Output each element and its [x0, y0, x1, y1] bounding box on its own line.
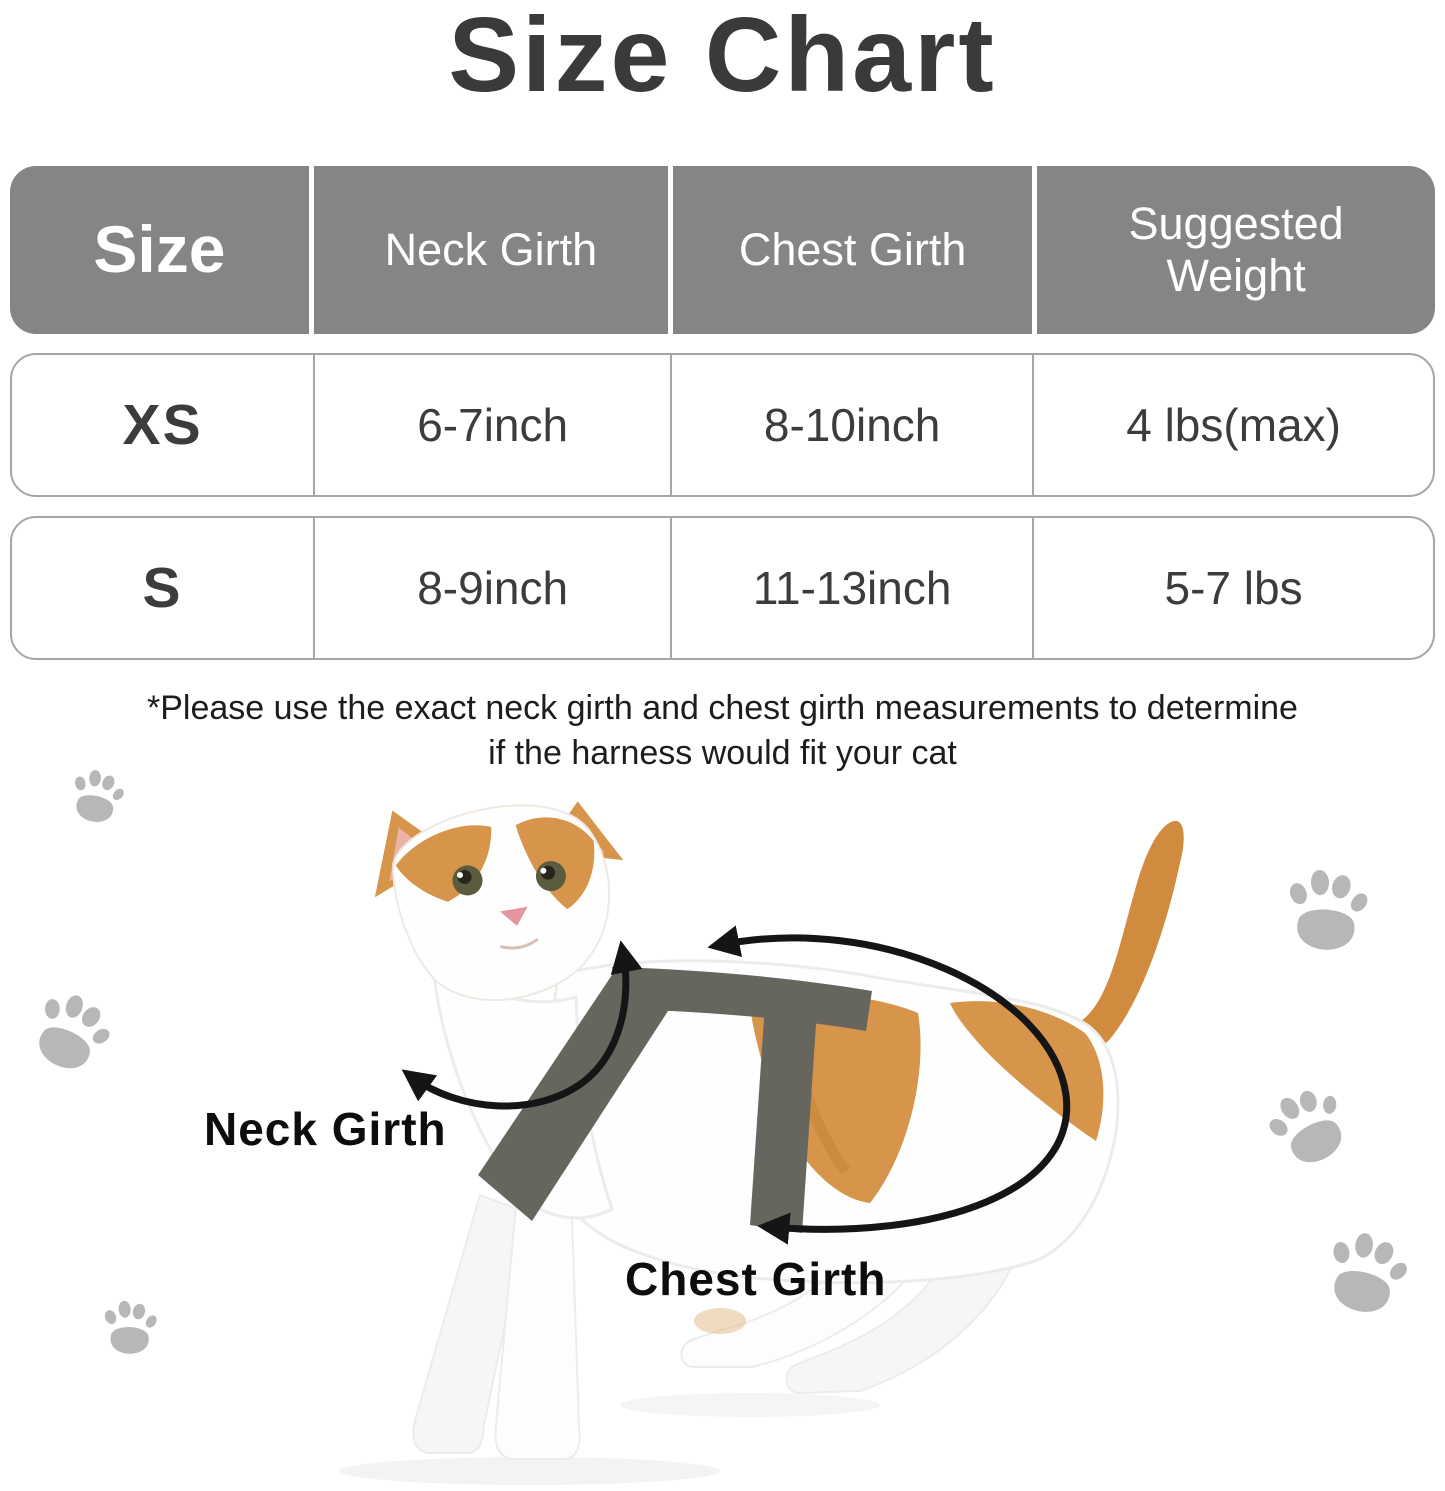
chest-girth-label: Chest Girth [625, 1253, 887, 1305]
cat-nose [499, 906, 528, 926]
header-label: Suggested Weight [1128, 198, 1344, 301]
cat-harness-illustration [340, 801, 1184, 1485]
cell-suggested-weight: 5-7 lbs [1032, 518, 1433, 658]
cat-eye-glint [540, 867, 547, 874]
header-label: Size [93, 212, 226, 287]
chest-girth-arrow [707, 925, 1071, 1245]
cat-eye-glint [456, 872, 463, 879]
cell-neck-girth: 6-7inch [313, 355, 670, 495]
neck-girth-label: Neck Girth [204, 1103, 447, 1155]
cat-front-leg [412, 1193, 530, 1454]
paw-print-icon [1254, 1072, 1365, 1183]
cell-chest-girth: 11-13inch [670, 518, 1032, 658]
cell-size: XS [122, 393, 203, 457]
cell-neck-girth: 8-9inch [313, 518, 670, 658]
measurement-note: *Please use the exact neck girth and che… [147, 689, 1298, 772]
paw-print-icon [1313, 1221, 1420, 1328]
size-chart-table: Size Neck Girth Chest Girth Suggested We… [10, 166, 1435, 660]
floor-shadow [340, 1457, 720, 1485]
table-row-xs: XS 6-7inch 8-10inch 4 lbs(max) [10, 353, 1435, 497]
cell-chest-girth: 8-10inch [670, 355, 1032, 495]
cat-front-leg [494, 1203, 581, 1460]
cell-suggested-weight: 4 lbs(max) [1032, 355, 1433, 495]
header-cell-chest-girth: Chest Girth [673, 166, 1033, 334]
paw-print-icon [17, 979, 126, 1088]
cell-size: S [142, 556, 183, 620]
page-title: Size Chart [448, 0, 997, 114]
cat-tail [1078, 820, 1184, 1047]
paw-print-icon [99, 1297, 161, 1359]
header-cell-size: Size [10, 166, 309, 334]
header-label: Neck Girth [384, 224, 598, 276]
neck-girth-arrow [401, 940, 643, 1110]
floor-shadow [620, 1393, 880, 1417]
cat-fur-spot [694, 1308, 746, 1334]
table-row-s: S 8-9inch 11-13inch 5-7 lbs [10, 516, 1435, 660]
paw-print-icon [1279, 863, 1375, 959]
header-cell-neck-girth: Neck Girth [313, 166, 669, 334]
table-header-row: Size Neck Girth Chest Girth Suggested We… [10, 166, 1435, 334]
header-cell-suggested-weight: Suggested Weight [1037, 166, 1435, 334]
paw-print-icon [63, 763, 132, 832]
header-label: Chest Girth [738, 224, 967, 276]
